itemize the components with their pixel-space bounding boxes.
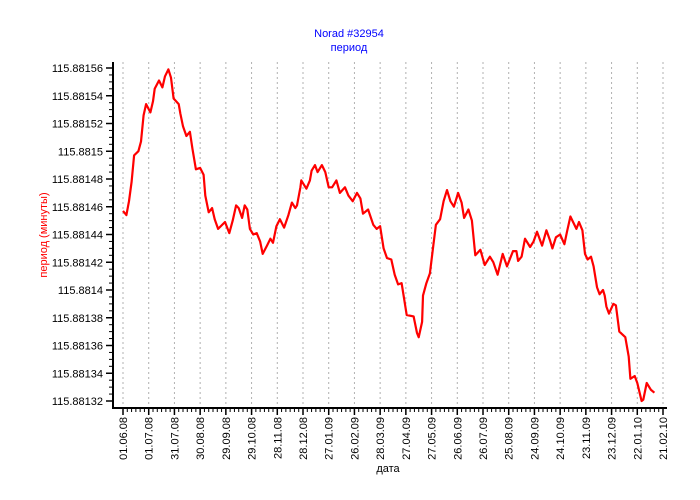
x-tick-label: 01.06.08 (118, 417, 130, 460)
y-tick-label: 115.88134 (52, 368, 103, 380)
series-line-period (122, 68, 656, 403)
y-tick-label: 115.88138 (52, 313, 103, 325)
x-tick-label: 26.07.09 (478, 417, 490, 460)
x-tick-label: 27.04.09 (401, 417, 413, 460)
y-tick-label: 115.88142 (52, 257, 103, 269)
x-tick-label: 31.07.08 (169, 417, 181, 460)
y-tick-label: 115.88156 (52, 63, 103, 75)
x-tick-label: 01.07.08 (144, 417, 156, 460)
x-axis-label: дата (376, 463, 400, 475)
x-tick-label: 30.08.08 (195, 417, 207, 460)
x-tick-label: 23.11.09 (581, 417, 593, 459)
y-tick-label: 115.88132 (52, 396, 103, 408)
x-axis-ticks: 01.06.08 01.07.08 31.07.08 30.08.08 29.09.08… (118, 408, 670, 460)
chart-title: Norad #32954 (314, 28, 384, 40)
x-tick-label: 29.09.08 (221, 417, 233, 460)
x-tick-label: 24.09.09 (529, 417, 541, 460)
y-tick-label: 115.88154 (52, 91, 103, 103)
y-tick-label: 115.88148 (52, 174, 103, 186)
y-tick-label: 115.88152 (52, 119, 103, 131)
x-tick-label: 25.08.09 (504, 417, 516, 460)
chart-subtitle: период (331, 42, 368, 54)
x-tick-label: 28.03.09 (375, 417, 387, 460)
y-tick-label: 115.8815 (58, 146, 103, 158)
y-tick-label: 115.88146 (52, 202, 103, 214)
x-tick-label: 23.12.09 (607, 417, 619, 460)
x-tick-label: 27.01.09 (324, 417, 336, 460)
x-tick-label: 21.02.10 (658, 417, 670, 460)
x-tick-label: 22.01.10 (632, 417, 644, 460)
y-tick-label: 115.88136 (52, 341, 103, 353)
x-tick-label: 29.10.08 (247, 417, 259, 460)
y-axis-ticks: 115.88156 115.88154 115.88152 115.8815 115.8… (52, 63, 113, 408)
y-axis-label: период (минуты) (38, 192, 50, 277)
x-tick-label: 24.10.09 (555, 417, 567, 460)
x-tick-label: 28.11.08 (272, 417, 284, 459)
x-tick-label: 26.02.09 (349, 417, 361, 460)
x-tick-label: 26.06.09 (452, 417, 464, 460)
x-tick-label: 27.05.09 (427, 417, 439, 460)
y-tick-label: 115.8814 (58, 285, 103, 297)
y-tick-label: 115.88144 (52, 230, 103, 242)
x-tick-label: 28.12.08 (298, 417, 310, 460)
